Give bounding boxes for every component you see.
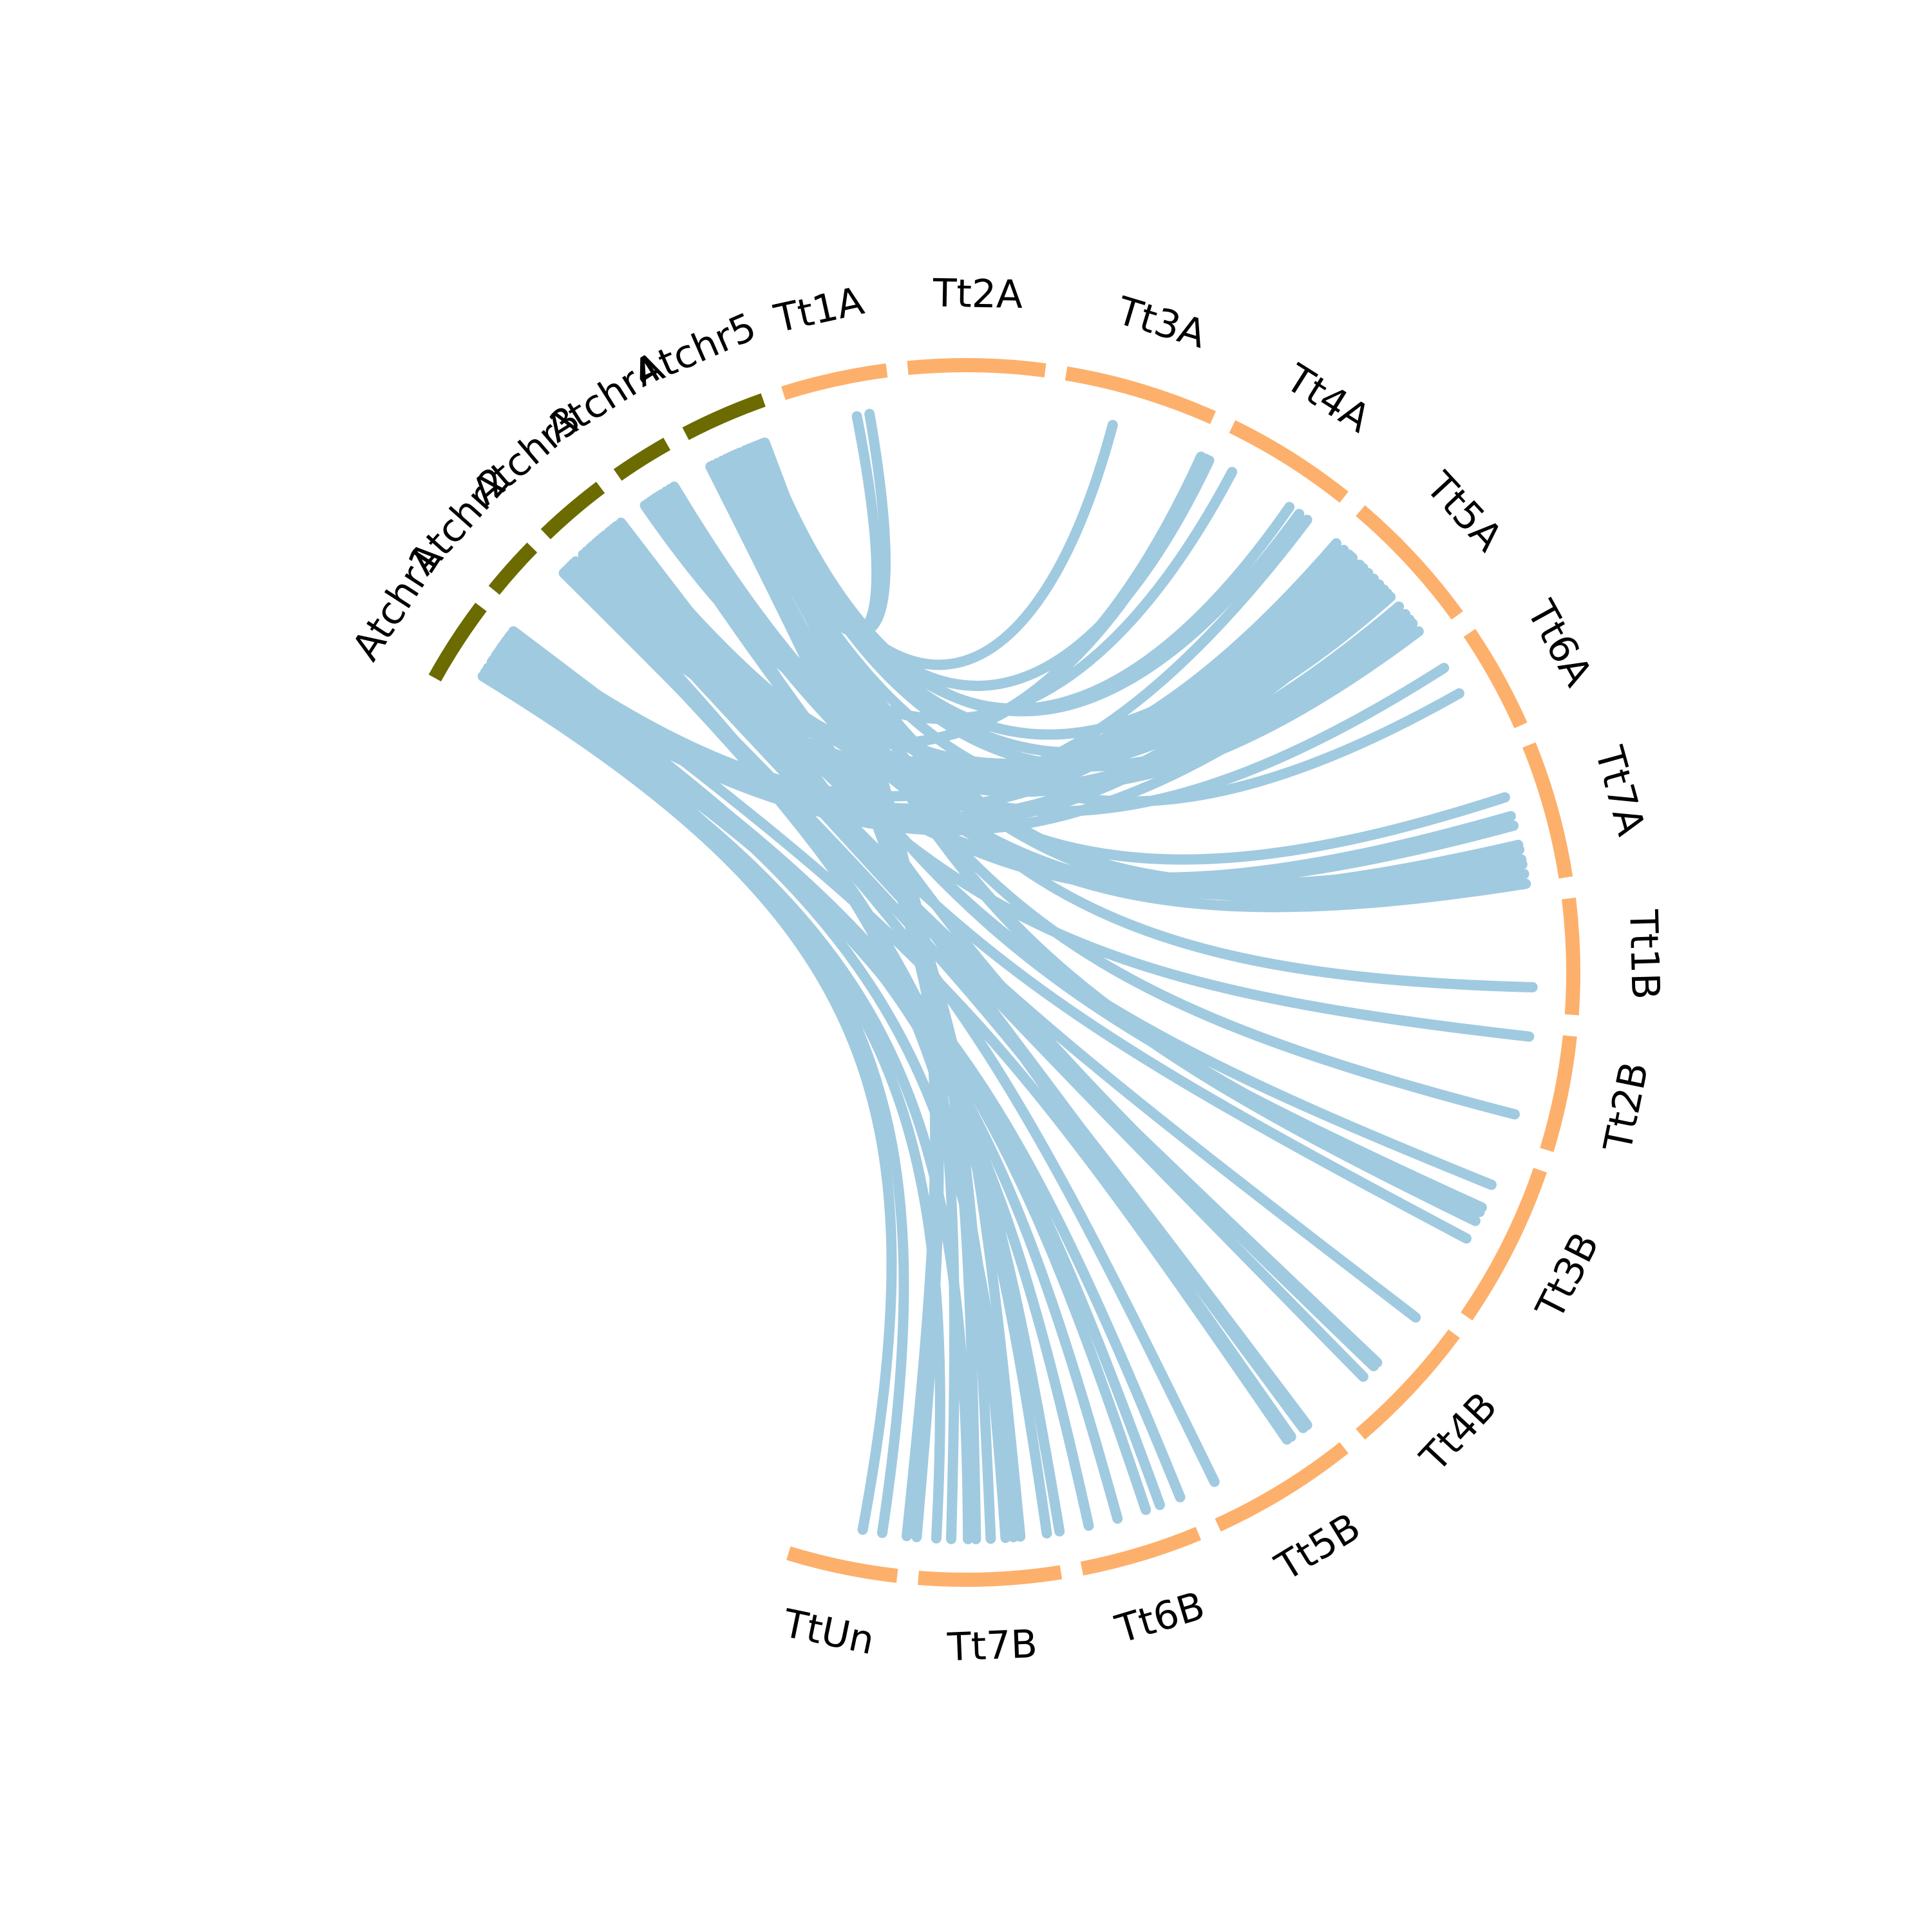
link-63: [503, 551, 1356, 814]
segment-label-tt2b: Tt2B: [1595, 1058, 1658, 1156]
link-30: [665, 484, 1528, 901]
link-39: [612, 520, 1450, 817]
link-73: [508, 626, 1293, 1445]
links-layer: [477, 408, 1538, 1544]
segment-tt2b: [1540, 1035, 1577, 1152]
segment-tt1a: [781, 363, 888, 401]
segment-label-atchr5: Atchr5: [628, 305, 762, 397]
segment-atchr2: [488, 542, 538, 595]
segment-label-tt5b: Tt5B: [1267, 1504, 1368, 1590]
link-46: [582, 546, 1368, 1382]
segments-layer: [428, 358, 1581, 1587]
segment-label-tt6a: Tt6A: [1517, 592, 1600, 694]
segment-tt2a: [907, 358, 1046, 378]
segment-tt7a: [1522, 742, 1573, 879]
segment-ttun: [786, 1546, 898, 1583]
segment-label-tt3b: Tt3B: [1527, 1226, 1608, 1327]
link-74: [497, 642, 1165, 1510]
segment-tt5b: [1215, 1442, 1349, 1532]
segment-label-tt7a: Tt7A: [1586, 741, 1653, 840]
segment-tt3a: [1065, 366, 1217, 424]
segment-label-tt7b: Tt7B: [946, 1622, 1038, 1670]
segment-label-tt1a: Tt1A: [770, 278, 867, 342]
segment-tt6a: [1463, 629, 1528, 728]
link-71: [477, 671, 897, 1535]
segment-atchr4: [613, 437, 671, 481]
segment-label-tt4b: Tt4B: [1412, 1384, 1506, 1481]
segment-atchr3: [540, 482, 605, 540]
segment-tt1b: [1562, 897, 1581, 1016]
segment-tt4b: [1356, 1329, 1460, 1440]
segment-tt7b: [918, 1565, 1063, 1587]
link-72: [486, 657, 909, 1539]
segment-label-tt5a: Tt5A: [1417, 463, 1511, 560]
segment-label-tt6b: Tt6B: [1110, 1584, 1210, 1653]
segment-atchr1: [428, 602, 487, 682]
segment-tt5a: [1356, 505, 1463, 620]
link-62: [493, 588, 1392, 830]
segment-tt3b: [1461, 1168, 1548, 1321]
segment-label-tt1b: Tt1B: [1620, 909, 1668, 1000]
segment-atchr5: [682, 393, 766, 440]
segment-label-ttun: TtUn: [779, 1601, 878, 1664]
segment-label-tt3a: Tt3A: [1112, 288, 1211, 357]
segment-label-tt2a: Tt2A: [932, 271, 1023, 317]
segment-tt4a: [1229, 420, 1349, 503]
segment-label-tt4a: Tt4A: [1278, 355, 1378, 442]
segment-tt6b: [1080, 1527, 1202, 1576]
